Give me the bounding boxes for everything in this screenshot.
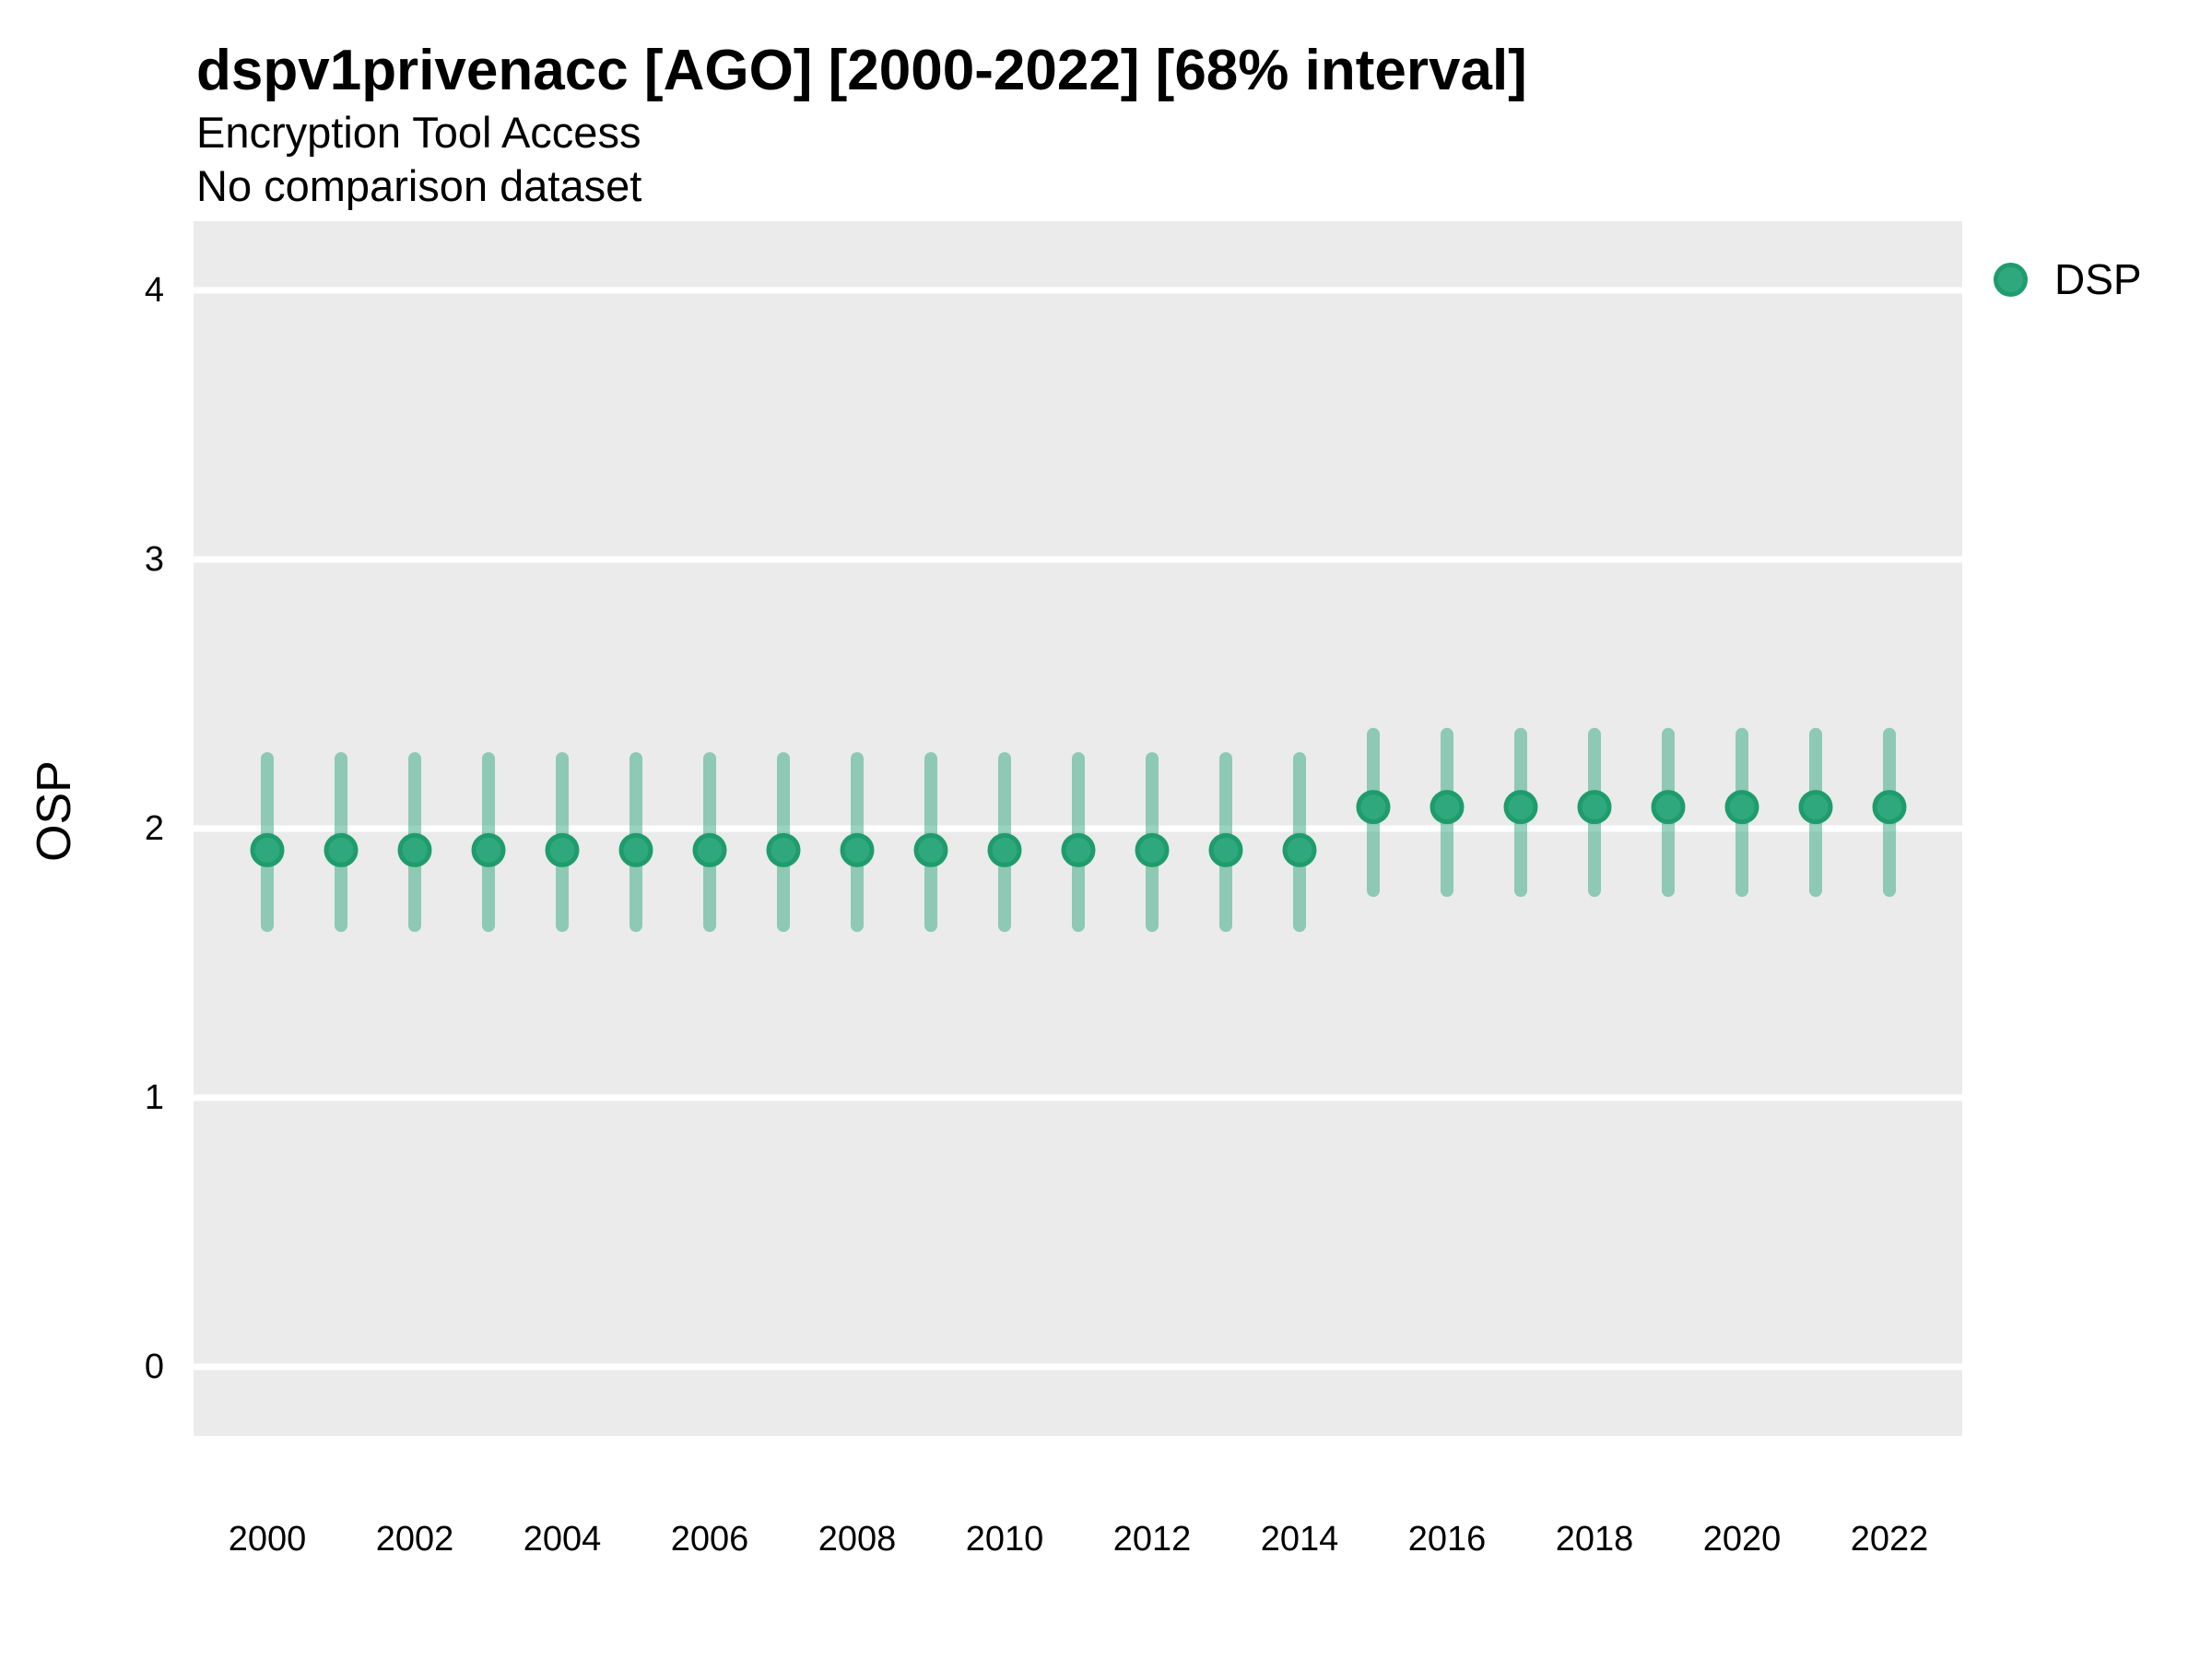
x-tick-label-2010: 2010 [966, 1520, 1044, 1559]
point-2022 [1872, 790, 1907, 825]
point-2011 [1061, 832, 1096, 867]
x-tick-label-2002: 2002 [376, 1520, 454, 1559]
x-tick-label-2016: 2016 [1408, 1520, 1487, 1559]
chart-title: dspv1privenacc [AGO] [2000-2022] [68% in… [196, 39, 1527, 102]
point-2009 [913, 832, 948, 867]
point-2019 [1651, 790, 1686, 825]
point-2012 [1135, 832, 1170, 867]
point-2021 [1798, 790, 1833, 825]
x-tick-label-2020: 2020 [1703, 1520, 1782, 1559]
point-2002 [397, 832, 432, 867]
point-2017 [1503, 790, 1538, 825]
point-2005 [618, 832, 653, 867]
point-2010 [987, 832, 1022, 867]
point-2014 [1282, 832, 1317, 867]
point-2018 [1577, 790, 1612, 825]
y-tick-label-1: 1 [145, 1078, 164, 1117]
x-tick-label-2018: 2018 [1556, 1520, 1634, 1559]
point-2020 [1724, 790, 1759, 825]
y-axis-title: OSP [28, 760, 81, 862]
legend-marker-circle-icon [1994, 262, 2028, 297]
point-2000 [250, 832, 285, 867]
point-2008 [840, 832, 875, 867]
y-tick-label-2: 2 [145, 809, 164, 848]
point-2004 [545, 832, 580, 867]
legend-label: DSP [2054, 255, 2142, 303]
point-2007 [766, 832, 801, 867]
x-tick-label-2004: 2004 [524, 1520, 602, 1559]
point-2003 [471, 832, 506, 867]
x-tick-label-2014: 2014 [1261, 1520, 1339, 1559]
x-tick-label-2000: 2000 [229, 1520, 307, 1559]
y-tick-label-0: 0 [145, 1347, 164, 1386]
x-tick-label-2012: 2012 [1113, 1520, 1192, 1559]
point-2013 [1208, 832, 1243, 867]
chart-comparison-note: No comparison dataset [196, 161, 642, 210]
y-tick-label-4: 4 [145, 271, 164, 310]
x-tick-label-2022: 2022 [1851, 1520, 1929, 1559]
y-tick-label-3: 3 [145, 540, 164, 579]
point-2015 [1356, 790, 1391, 825]
x-tick-label-2006: 2006 [671, 1520, 749, 1559]
point-2001 [324, 832, 359, 867]
point-2016 [1430, 790, 1465, 825]
chart-subtitle: Encryption Tool Access [196, 108, 641, 157]
point-2006 [692, 832, 727, 867]
legend: DSP [1994, 254, 2142, 304]
x-tick-label-2008: 2008 [818, 1520, 897, 1559]
